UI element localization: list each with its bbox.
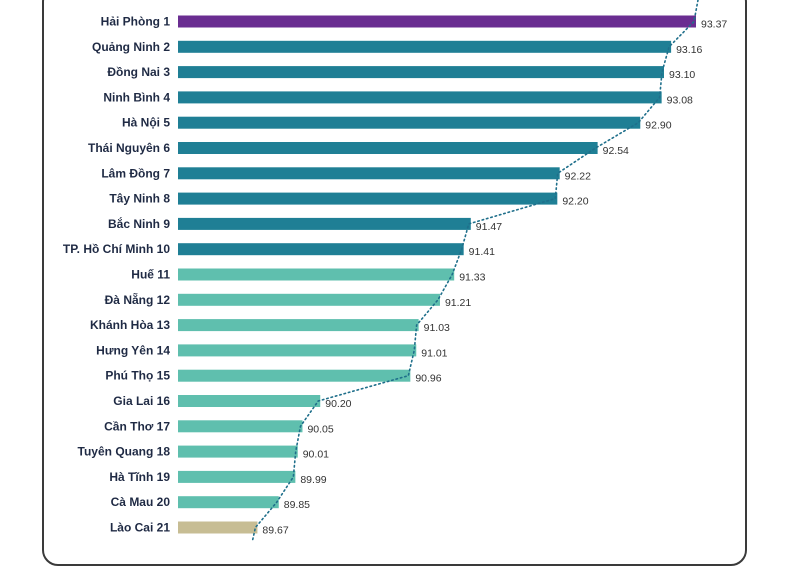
- category-label-5: Hà Nội 5: [122, 116, 170, 130]
- bar-7: [178, 167, 560, 180]
- value-label-16: 90.20: [325, 398, 351, 410]
- value-label-20: 89.85: [284, 499, 310, 511]
- bar-16: [178, 395, 321, 407]
- bar-20: [178, 496, 279, 509]
- value-label-11: 91.33: [459, 272, 485, 284]
- value-label-13: 91.03: [424, 322, 450, 334]
- category-label-12: Đà Nẵng 12: [105, 292, 171, 307]
- value-label-7: 92.22: [565, 170, 591, 182]
- value-label-15: 90.96: [415, 373, 441, 385]
- bar-10: [178, 243, 464, 256]
- category-label-3: Đồng Nai 3: [107, 65, 170, 79]
- value-label-8: 92.20: [562, 196, 588, 208]
- category-label-10: TP. Hồ Chí Minh 10: [63, 242, 170, 256]
- value-label-12: 91.21: [445, 297, 471, 309]
- category-label-14: Hưng Yên 14: [96, 343, 170, 357]
- category-label-4: Ninh Bình 4: [103, 90, 170, 104]
- category-label-21: Lào Cai 21: [110, 521, 170, 535]
- value-label-2: 93.16: [676, 44, 702, 56]
- bar-13: [178, 319, 419, 332]
- bar-9: [178, 217, 471, 230]
- value-label-10: 91.41: [469, 246, 495, 258]
- bar-19: [178, 470, 296, 483]
- bar-4: [178, 91, 662, 104]
- bar-3: [178, 66, 664, 79]
- value-label-21: 89.67: [262, 525, 288, 537]
- bar-2: [178, 40, 672, 53]
- value-label-5: 92.90: [645, 120, 671, 132]
- bar-6: [178, 142, 598, 154]
- category-label-13: Khánh Hòa 13: [90, 318, 170, 332]
- category-label-16: Gia Lai 16: [113, 394, 170, 408]
- value-label-9: 91.47: [476, 221, 502, 233]
- value-label-4: 93.08: [667, 94, 693, 106]
- category-label-18: Tuyên Quang 18: [78, 445, 171, 459]
- category-label-11: Huế 11: [131, 268, 170, 282]
- category-label-1: Hải Phòng 1: [101, 15, 171, 29]
- category-label-6: Thái Nguyên 6: [88, 141, 170, 155]
- value-label-3: 93.10: [669, 69, 695, 81]
- category-label-19: Hà Tĩnh 19: [109, 470, 170, 484]
- category-label-15: Phú Thọ 15: [105, 369, 170, 383]
- value-label-1: 93.37: [701, 19, 727, 31]
- category-label-2: Quảng Ninh 2: [92, 40, 170, 54]
- category-label-17: Cần Thơ 17: [104, 419, 170, 433]
- bar-12: [178, 293, 440, 306]
- category-label-20: Cà Mau 20: [111, 495, 171, 509]
- value-label-14: 91.01: [421, 347, 447, 359]
- bar-17: [178, 420, 303, 433]
- bar-14: [178, 344, 417, 357]
- category-label-9: Bắc Ninh 9: [108, 216, 170, 231]
- category-label-8: Tây Ninh 8: [109, 192, 170, 206]
- value-label-18: 90.01: [303, 449, 329, 461]
- bar-11: [178, 268, 455, 281]
- trend-line: [251, 0, 699, 541]
- category-label-7: Lâm Đồng 7: [101, 166, 170, 180]
- bar-1: [178, 15, 696, 28]
- bar-8: [178, 192, 558, 205]
- value-label-6: 92.54: [603, 145, 629, 157]
- value-label-17: 90.05: [307, 423, 333, 435]
- bar-chart: Hải Phòng 1 93.37 Quảng Ninh 2 93.16 Đồng Na…: [63, 0, 727, 541]
- bar-18: [178, 445, 298, 458]
- bar-15: [178, 369, 411, 382]
- bar-5: [178, 116, 641, 129]
- bar-21: [178, 521, 258, 534]
- value-label-19: 89.99: [300, 474, 326, 486]
